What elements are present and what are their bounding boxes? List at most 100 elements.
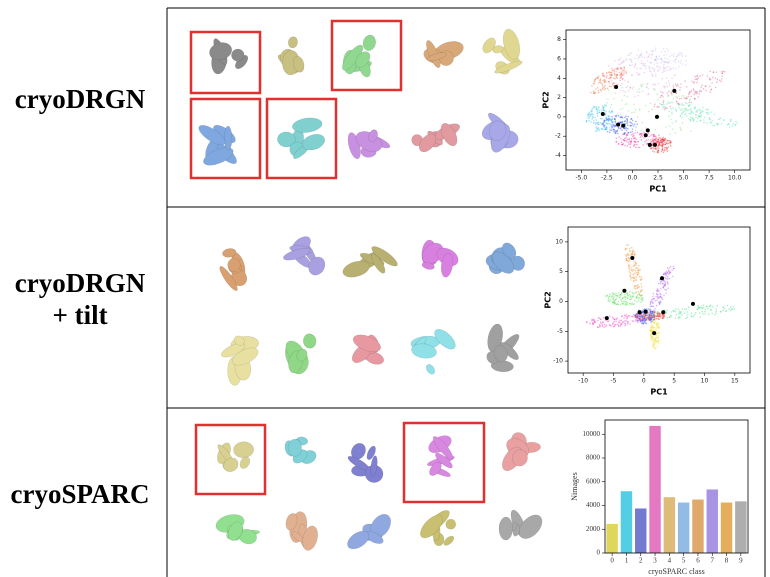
cloud-point xyxy=(660,142,663,144)
cloud-point xyxy=(621,78,624,80)
cloud-point xyxy=(624,315,627,317)
cloud-point xyxy=(600,82,602,84)
cloud-point xyxy=(595,119,598,121)
cloud-point xyxy=(615,73,618,76)
cloud-point xyxy=(709,85,711,88)
cloud-point xyxy=(618,136,620,138)
cloud-point xyxy=(701,307,704,310)
cloud-point xyxy=(636,72,638,74)
cloud-point xyxy=(592,106,595,109)
cloud-point xyxy=(663,139,666,142)
cloud-point xyxy=(653,318,656,320)
cloud-point xyxy=(670,315,672,318)
cloud-point xyxy=(665,53,668,56)
cloud-point xyxy=(593,82,596,85)
cloud-point xyxy=(617,321,620,323)
cloud-point xyxy=(663,86,666,89)
cloud-point xyxy=(644,140,646,143)
cloud-point xyxy=(665,274,667,277)
cloud-point xyxy=(617,292,620,294)
cloud-point xyxy=(644,318,646,320)
cloud-point xyxy=(649,70,651,72)
cloud-point xyxy=(608,85,611,88)
cloud-point xyxy=(626,145,629,147)
cloud-point xyxy=(632,145,635,147)
cloud-point xyxy=(657,312,660,315)
cloud-point xyxy=(628,138,630,140)
cloud-point xyxy=(712,124,714,127)
cloud-point xyxy=(677,313,680,315)
cloud-point xyxy=(605,119,607,121)
cloud-point xyxy=(652,314,655,316)
cloud-point xyxy=(612,69,615,71)
cloud-point xyxy=(703,116,706,119)
cloud-point xyxy=(658,55,660,58)
cloud-point xyxy=(630,276,633,279)
cloud-point xyxy=(652,301,654,304)
cloud-point xyxy=(672,309,675,312)
cloud-point xyxy=(620,75,623,78)
cloud-point xyxy=(710,121,713,124)
cloud-point xyxy=(651,324,654,327)
axes-frame xyxy=(604,419,749,554)
cloud-point xyxy=(651,320,654,323)
cloud-point xyxy=(699,119,702,122)
cloud-point xyxy=(679,312,681,314)
cloud-point xyxy=(656,313,659,315)
cloud-point xyxy=(652,141,655,144)
cloud-point xyxy=(709,309,712,311)
cloud-point xyxy=(652,312,655,314)
cloud-point xyxy=(732,122,735,125)
cloud-point xyxy=(650,141,652,143)
cloud-point xyxy=(665,311,667,314)
cloud-point xyxy=(647,87,650,90)
cloud-point xyxy=(605,126,608,128)
cloud-point xyxy=(639,318,642,320)
cloud-point xyxy=(627,244,629,246)
cloud-point xyxy=(664,282,666,285)
cloud-point xyxy=(721,72,724,75)
cloud-point xyxy=(616,74,619,77)
cloud-point xyxy=(602,108,604,110)
cloud-point xyxy=(613,318,616,321)
cloud-point xyxy=(647,93,650,95)
cloud-point xyxy=(629,274,632,276)
cloud-point xyxy=(645,314,648,317)
cloud-point xyxy=(638,317,641,319)
cloud-point xyxy=(660,58,662,61)
cloud-point xyxy=(637,94,639,97)
cloud-point xyxy=(634,285,637,287)
cloud-point xyxy=(638,313,641,316)
cloud-point xyxy=(606,128,608,130)
cloud-point xyxy=(643,71,646,74)
cloud-point xyxy=(663,139,665,142)
cloud-point xyxy=(658,315,661,318)
cloud-point xyxy=(681,308,684,310)
cloud-point xyxy=(668,316,671,318)
cloud-point xyxy=(638,108,641,110)
cloud-point xyxy=(645,139,648,141)
cloud-point xyxy=(682,110,685,112)
cloud-point xyxy=(666,147,669,150)
cloud-point xyxy=(668,316,671,319)
cloud-point xyxy=(631,111,633,114)
cloud-point xyxy=(639,67,641,70)
cloud-point xyxy=(697,109,699,111)
cloud-point xyxy=(639,319,642,322)
cloud-point xyxy=(607,320,610,322)
cloud-point xyxy=(654,84,657,86)
cloud-point xyxy=(601,324,604,326)
cloud-point xyxy=(687,105,690,108)
cloud-point xyxy=(705,85,707,87)
molecule-render xyxy=(481,112,519,153)
cloud-point xyxy=(656,341,659,343)
cloud-point xyxy=(674,310,677,313)
cloud-point xyxy=(630,266,632,269)
cloud-point xyxy=(591,112,593,115)
cloud-point xyxy=(670,311,673,313)
cloud-point xyxy=(602,75,605,78)
cloud-point xyxy=(629,276,632,279)
cloud-point xyxy=(611,110,613,113)
bar xyxy=(635,508,647,553)
cloud-point xyxy=(648,317,650,319)
